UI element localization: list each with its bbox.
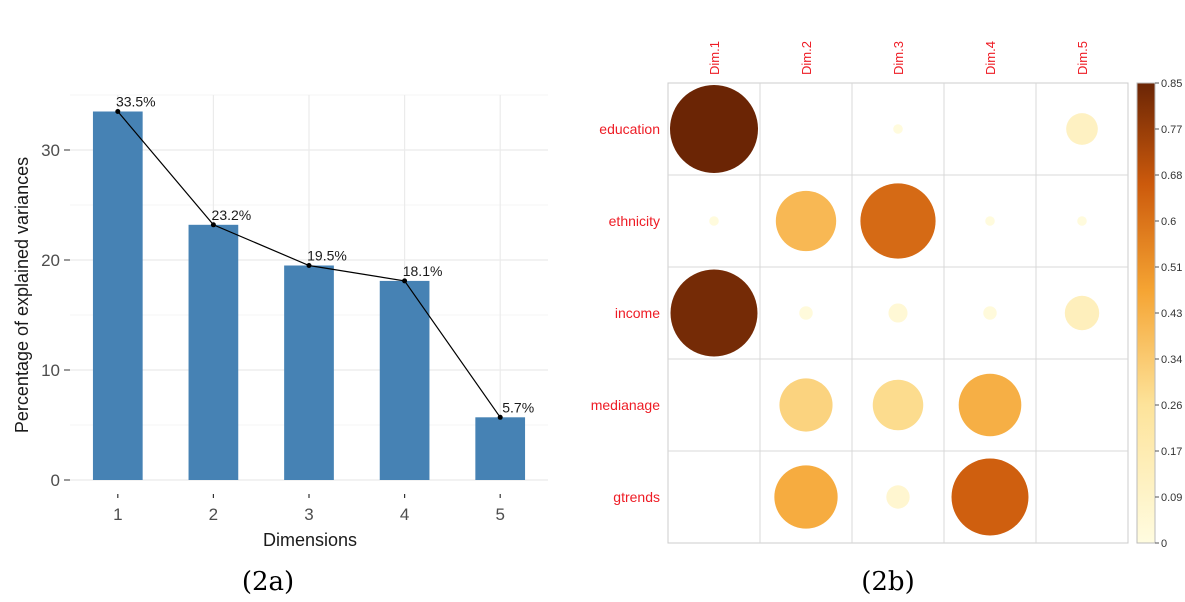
correlation-circle	[670, 269, 758, 357]
x-axis-label: Dimensions	[263, 530, 357, 550]
colorbar-tick-label: 0.17	[1161, 446, 1182, 458]
correlation-circle	[951, 458, 1029, 536]
correlation-circle	[983, 306, 997, 320]
correlation-circle	[774, 465, 838, 529]
column-labels: Dim.1 Dim.2 Dim.3 Dim.4 Dim.5	[707, 41, 1090, 75]
colorbar-tick-label: 0	[1161, 538, 1167, 550]
line-point	[115, 109, 121, 114]
correlation-circle	[886, 485, 910, 509]
x-tick-label: 3	[304, 505, 313, 524]
data-labels: 33.5% 23.2% 19.5% 18.1% 5.7%	[116, 94, 534, 416]
x-ticks: 1 2 3 4 5	[113, 494, 505, 524]
circles	[670, 85, 1100, 536]
column-label: Dim.5	[1075, 41, 1090, 75]
correlation-circle	[670, 85, 758, 173]
x-tick-label: 4	[400, 505, 409, 524]
data-label: 19.5%	[307, 248, 347, 264]
bar	[188, 224, 239, 480]
colorbar	[1136, 82, 1156, 544]
data-label: 5.7%	[502, 399, 534, 415]
line-point	[210, 222, 216, 228]
colorbar-tick-label: 0.34	[1161, 354, 1182, 366]
x-tick-label: 5	[495, 505, 504, 524]
line-point	[306, 263, 312, 268]
caption-2b: (2b)	[861, 567, 914, 597]
colorbar-ticks: 0 0.09 0.17 0.26 0.34 0.43 0.51 0.6 0.68 0.77 0.85	[1155, 78, 1182, 550]
scree-plot: 33.5% 23.2% 19.5% 18.1% 5.7% 0 10 20 30 1 2 3 4 5 D…	[12, 94, 548, 597]
correlation-circle	[799, 306, 813, 320]
y-tick-label: 30	[41, 141, 60, 160]
bar	[92, 111, 143, 480]
y-tick-label: 10	[41, 361, 60, 380]
line-point	[402, 278, 408, 284]
correlation-circle	[888, 303, 908, 323]
data-label: 23.2%	[212, 207, 252, 223]
bar	[379, 280, 430, 480]
correlation-circle	[709, 216, 719, 226]
correlation-circle	[893, 124, 903, 134]
y-tick-label: 20	[41, 251, 60, 270]
row-label: ethnicity	[609, 213, 660, 229]
correlation-circle	[775, 190, 837, 252]
correlation-circle	[1077, 216, 1087, 226]
row-label: gtrends	[613, 489, 660, 505]
caption-2a: (2a)	[242, 567, 294, 597]
column-label: Dim.1	[707, 41, 722, 75]
colorbar-tick-label: 0.09	[1161, 492, 1182, 504]
column-label: Dim.2	[799, 41, 814, 75]
colorbar-tick-label: 0.68	[1161, 170, 1182, 182]
column-label: Dim.4	[983, 41, 998, 75]
colorbar-tick-label: 0.6	[1161, 216, 1176, 228]
correlation-circle	[985, 216, 995, 226]
x-tick-label: 1	[113, 505, 122, 524]
row-label: medianage	[591, 397, 660, 413]
correlation-circle	[1064, 295, 1100, 331]
x-tick-label: 2	[209, 505, 218, 524]
colorbar-tick-label: 0.77	[1161, 124, 1182, 136]
colorbar-tick-label: 0.26	[1161, 400, 1182, 412]
data-label: 33.5%	[116, 94, 156, 110]
correlation-circle	[872, 379, 924, 431]
colorbar-tick-label: 0.43	[1161, 308, 1182, 320]
bars	[92, 111, 526, 480]
correlation-circle	[958, 373, 1022, 437]
colorbar-tick-label: 0.85	[1161, 78, 1182, 90]
bar	[475, 417, 526, 480]
correlation-plot: Dim.1 Dim.2 Dim.3 Dim.4 Dim.5 education ethni…	[591, 41, 1183, 597]
plot-border	[667, 82, 1129, 544]
colorbar-tick-label: 0.51	[1161, 262, 1182, 274]
bar	[284, 265, 334, 480]
correlation-circle	[779, 378, 833, 432]
trend-line	[115, 109, 503, 420]
line-point	[497, 414, 503, 420]
cell-grid	[668, 83, 1128, 543]
y-tick-label: 0	[51, 471, 60, 490]
column-label: Dim.3	[891, 41, 906, 75]
data-label: 18.1%	[403, 263, 443, 279]
y-ticks: 0 10 20 30	[41, 141, 70, 490]
correlation-circle	[860, 183, 936, 259]
row-labels: education ethnicity income medianage gtrends	[591, 121, 660, 505]
row-label: income	[615, 305, 660, 321]
y-axis-label: Percentage of explained variances	[12, 157, 32, 433]
correlation-circle	[1066, 113, 1098, 145]
row-label: education	[599, 121, 660, 137]
